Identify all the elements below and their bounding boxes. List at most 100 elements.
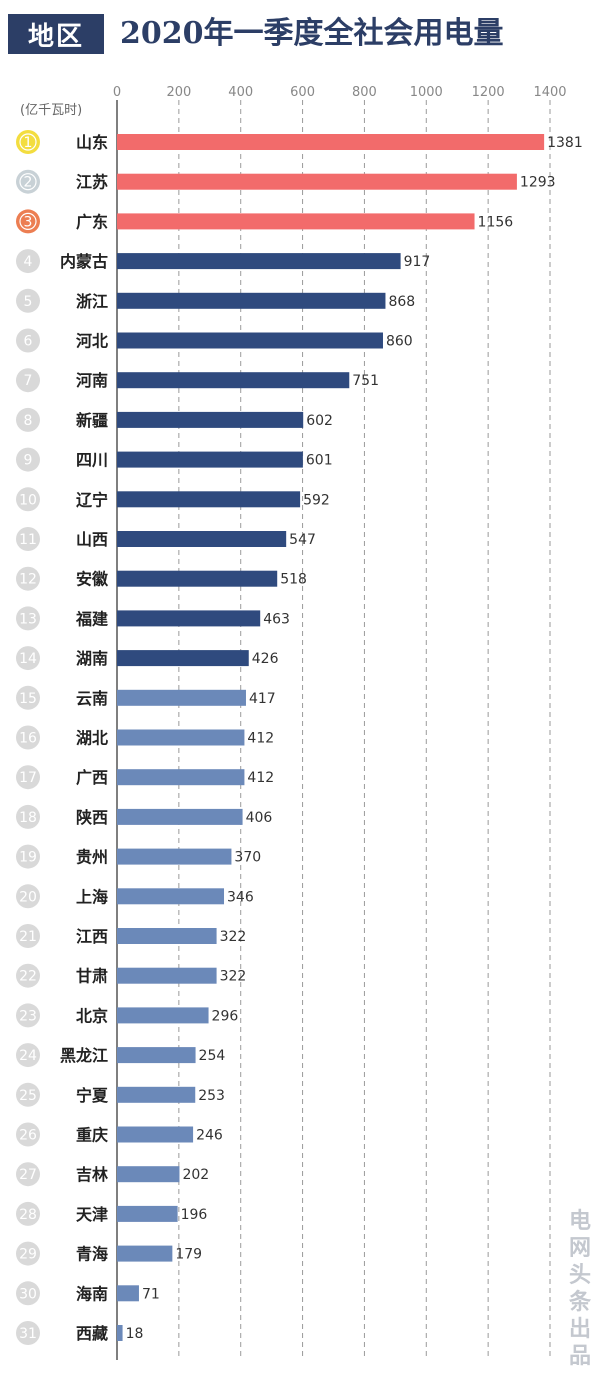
- region-label: 福建: [75, 609, 108, 628]
- region-label: 海南: [76, 1284, 108, 1303]
- value-label: 917: [404, 254, 431, 270]
- value-label: 868: [388, 294, 415, 310]
- rank-number: 25: [19, 1088, 37, 1104]
- region-label: 甘肃: [76, 967, 108, 986]
- rank-circle: [16, 1003, 40, 1028]
- value-label: 751: [352, 373, 379, 389]
- chart-title: 2020年一季度全社会用电量: [120, 16, 504, 51]
- rank-number: 4: [24, 254, 33, 270]
- rank-number: 10: [19, 492, 37, 508]
- value-label: 179: [175, 1247, 202, 1263]
- rank-number: 23: [19, 1008, 37, 1024]
- bar: [117, 928, 217, 944]
- x-tick-label: 1000: [410, 85, 443, 100]
- region-label: 江西: [76, 927, 108, 946]
- rank-number: 24: [19, 1048, 37, 1064]
- region-label: 四川: [76, 451, 108, 470]
- value-label: 602: [306, 413, 333, 429]
- unit-label: (亿千瓦时): [20, 103, 82, 118]
- bar: [117, 1007, 209, 1024]
- bar: [117, 1086, 196, 1103]
- rank-number: 14: [19, 651, 37, 667]
- rank-number: 1: [24, 135, 33, 151]
- bar: [117, 491, 301, 508]
- rank-number: 20: [19, 889, 37, 905]
- value-label: 296: [212, 1008, 239, 1024]
- bar: [117, 888, 225, 905]
- region-label: 浙江: [76, 292, 108, 311]
- x-tick-label: 400: [228, 85, 253, 100]
- value-label: 18: [126, 1326, 144, 1342]
- value-label: 417: [249, 691, 276, 707]
- rank-number: 30: [19, 1286, 37, 1302]
- rank-circle: [16, 765, 40, 790]
- value-label: 426: [252, 651, 279, 667]
- region-label: 重庆: [76, 1126, 108, 1145]
- rank-circle: [16, 963, 40, 988]
- rank-number: 6: [24, 334, 33, 350]
- rank-circle: [16, 844, 40, 869]
- rank-circle: [16, 1321, 40, 1345]
- bar: [117, 134, 545, 150]
- rank-circle: [16, 924, 40, 948]
- bar: [117, 729, 245, 746]
- bar: [117, 570, 278, 587]
- rank-number: 5: [24, 294, 33, 310]
- rank-number: 16: [19, 731, 37, 747]
- rank-circle: [16, 804, 40, 829]
- rank-number: 17: [19, 770, 37, 786]
- region-label: 陕西: [76, 808, 108, 827]
- value-label: 322: [220, 929, 247, 945]
- value-label: 71: [142, 1286, 160, 1302]
- value-label: 592: [303, 492, 330, 508]
- rank-circle: [16, 725, 40, 750]
- bar: [117, 848, 232, 865]
- rank-circle: [16, 487, 40, 512]
- rank-circle: [16, 1162, 40, 1187]
- bar: [117, 1126, 194, 1143]
- value-label: 463: [263, 611, 290, 627]
- rank-number: 18: [19, 810, 37, 826]
- region-label: 山西: [76, 530, 108, 549]
- region-label: 安徽: [76, 570, 109, 589]
- bar: [117, 173, 517, 190]
- rank-number: 11: [19, 532, 37, 548]
- x-tick-label: 800: [352, 85, 377, 100]
- x-tick-label: 1200: [472, 85, 505, 100]
- rank-circle: [16, 1241, 40, 1266]
- bar: [117, 610, 261, 627]
- rank-circle: [16, 527, 40, 551]
- rank-number: 28: [19, 1207, 37, 1223]
- rank-circle: [16, 328, 40, 353]
- bar: [117, 1245, 173, 1262]
- rank-circle: [16, 1201, 40, 1226]
- value-label: 322: [220, 969, 247, 985]
- value-label: 412: [247, 731, 274, 747]
- value-label: 406: [246, 810, 273, 826]
- region-label: 吉林: [76, 1165, 108, 1184]
- bar: [117, 1205, 178, 1222]
- bar: [117, 332, 383, 349]
- region-label: 广东: [76, 212, 108, 231]
- region-label: 宁夏: [76, 1086, 109, 1105]
- region-label: 上海: [76, 887, 108, 906]
- rank-number: 9: [24, 453, 33, 469]
- rank-number: 21: [19, 929, 37, 945]
- rank-circle: [16, 288, 40, 313]
- rank-circle: [16, 447, 40, 472]
- bar: [117, 411, 304, 428]
- rank-number: 22: [19, 969, 37, 985]
- region-label: 河南: [76, 371, 108, 390]
- rank-number: 8: [24, 413, 33, 429]
- rank-circle: [16, 249, 40, 274]
- region-label: 西藏: [76, 1324, 108, 1343]
- rank-circle: [16, 606, 40, 631]
- region-label: 广西: [76, 768, 108, 787]
- value-label: 601: [306, 453, 333, 469]
- bar: [117, 1166, 180, 1183]
- value-label: 860: [386, 334, 413, 350]
- value-label: 202: [182, 1167, 209, 1183]
- rank-number: 12: [19, 572, 37, 588]
- rank-number: 31: [19, 1326, 37, 1342]
